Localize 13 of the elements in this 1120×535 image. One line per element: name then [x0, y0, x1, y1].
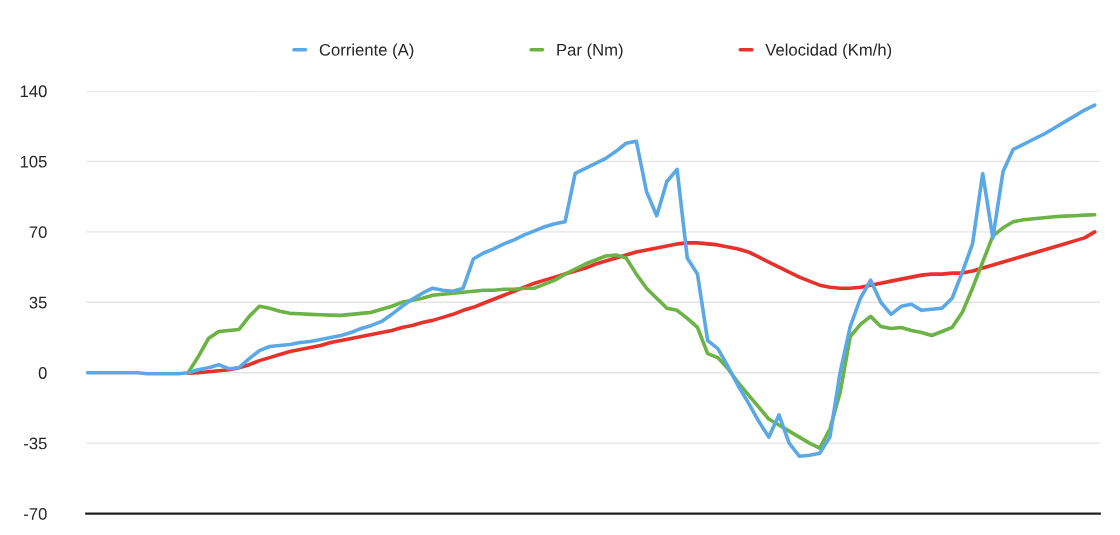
- line-series: [186, 212, 1097, 450]
- y-tick-label: 70: [29, 226, 47, 239]
- legend-label: Corriente (A): [319, 43, 414, 60]
- y-tick-label: 0: [38, 367, 47, 379]
- y-tick-label: 140: [20, 85, 47, 98]
- y-tick-label: -35: [24, 437, 47, 450]
- y-tick-label: 105: [20, 155, 47, 168]
- y-tick-label: 35: [29, 296, 47, 309]
- legend-label: Velocidad (Km/h): [765, 43, 892, 60]
- y-tick-label: -70: [24, 508, 47, 520]
- legend-label: Par (Nm): [557, 43, 623, 60]
- line-series: [86, 103, 1097, 459]
- line-series: [186, 230, 1097, 376]
